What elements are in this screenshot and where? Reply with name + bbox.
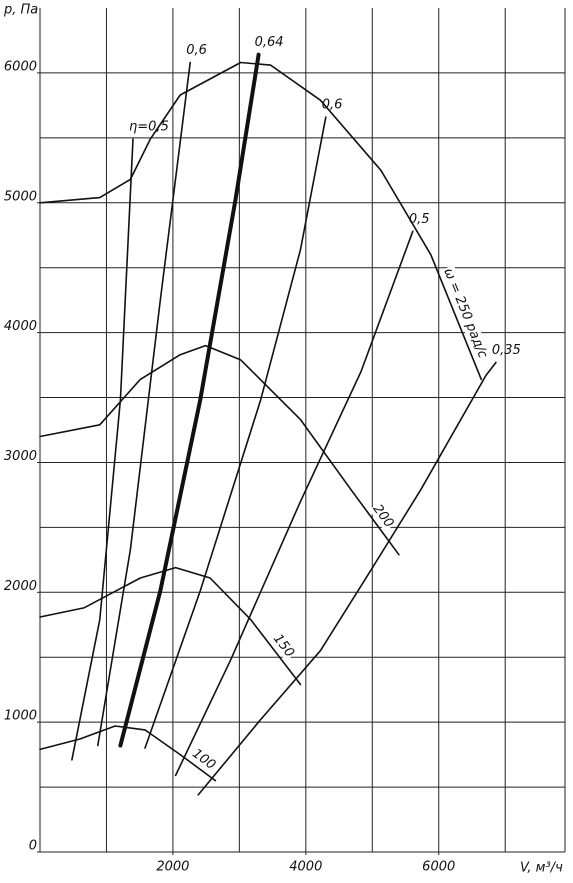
curve-label: 150 xyxy=(270,632,297,661)
y-tick-label: 2000 xyxy=(4,579,37,594)
label-bg xyxy=(368,501,397,532)
curve-label: 100 xyxy=(189,746,218,773)
curve-label: 200 xyxy=(370,502,397,531)
curve xyxy=(118,52,261,748)
curve xyxy=(144,116,327,749)
curve xyxy=(39,61,483,381)
curve xyxy=(174,230,414,777)
curve-label: 0,5 xyxy=(409,212,430,227)
curve-label: ω = 250 рад/с xyxy=(440,266,490,360)
y-axis-label: p, Па xyxy=(3,3,38,18)
y-tick-label: 1000 xyxy=(4,709,37,724)
x-axis-label: V, м³/ч xyxy=(520,861,563,876)
x-tick-label: 6000 xyxy=(422,860,455,875)
x-tick-label: 2000 xyxy=(156,860,189,875)
curve xyxy=(39,566,302,686)
label-bg xyxy=(439,265,491,362)
curve-label: 0,6 xyxy=(322,98,343,113)
curve xyxy=(39,725,217,782)
curve xyxy=(39,344,400,556)
curve xyxy=(97,61,191,747)
curve xyxy=(197,361,497,796)
label-bg xyxy=(188,745,220,774)
y-tick-label: 3000 xyxy=(4,449,37,464)
x-tick-label: 4000 xyxy=(289,860,322,875)
curve-label: 0,64 xyxy=(255,35,284,50)
curve-label: 0,6 xyxy=(186,43,207,58)
y-tick-label: 0 xyxy=(29,839,37,854)
y-tick-label: 4000 xyxy=(4,319,37,334)
label-bg xyxy=(269,630,298,662)
curve xyxy=(71,138,134,761)
curve-label: 0,35 xyxy=(492,343,521,358)
y-tick-label: 5000 xyxy=(4,189,37,204)
y-tick-label: 6000 xyxy=(4,59,37,74)
curve-label: η=0,5 xyxy=(129,120,169,135)
